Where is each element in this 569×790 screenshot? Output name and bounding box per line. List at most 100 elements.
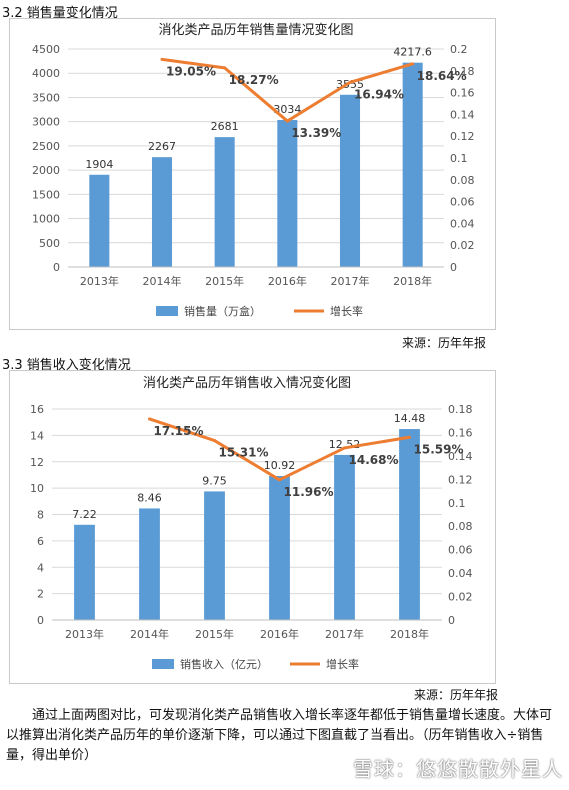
bar <box>151 157 173 267</box>
growth-rate-label: 19.05% <box>166 64 216 78</box>
section2-heading: 3.3 销售收入变化情况 <box>2 358 131 373</box>
y-right-tick-label: 0.18 <box>448 403 473 416</box>
y-left-tick-label: 2000 <box>32 164 60 177</box>
growth-rate-point <box>160 57 164 61</box>
chart2-source: 来源：历年年报 <box>414 688 499 702</box>
y-left-tick-label: 6 <box>37 535 44 548</box>
bar <box>74 524 95 620</box>
sales-volume-chart-svg: 消化类产品历年销售量情况变化图 0 500 1000 1500 2000 2500 3000 3… <box>32 22 475 318</box>
x-tick-label: 2018年 <box>393 274 432 288</box>
bar <box>139 508 160 620</box>
y-left-tick-label: 8 <box>37 509 44 522</box>
x-tick-label: 2015年 <box>205 274 244 288</box>
growth-rate-label: 18.27% <box>229 73 279 87</box>
bar-data-label: 9.75 <box>202 474 227 487</box>
y-right-tick-label: 0.04 <box>448 567 473 580</box>
y-left-tick-label: 14 <box>30 429 44 442</box>
growth-rate-label: 16.94% <box>354 87 404 101</box>
x-tick-label: 2013年 <box>65 627 104 641</box>
y-left-tick-label: 0 <box>37 614 44 627</box>
y-right-tick-label: 0 <box>448 614 455 627</box>
growth-rate-label: 18.64% <box>417 69 467 83</box>
legend-bar-label: 销售收入（亿元） <box>180 657 268 671</box>
growth-rate-label: 13.39% <box>291 126 341 140</box>
y-right-tick-label: 0.16 <box>448 426 473 439</box>
bar-data-label: 2681 <box>211 120 239 133</box>
legend-line-label: 增长率 <box>330 304 363 318</box>
growth-rate-label: 17.15% <box>154 424 204 438</box>
y-left-tick-label: 3000 <box>32 116 60 129</box>
y-left-tick-label: 2 <box>37 588 44 601</box>
chart-title: 消化类产品历年销售收入情况变化图 <box>143 375 351 391</box>
y-right-tick-label: 0.08 <box>448 520 473 533</box>
x-tick-label: 2018年 <box>390 627 429 641</box>
growth-rate-point <box>408 435 411 439</box>
chart1-source: 来源：历年年报 <box>402 336 487 350</box>
y-left-tick-label: 2500 <box>32 140 60 153</box>
x-tick-label: 2014年 <box>143 274 182 288</box>
y-right-tick-label: 0.16 <box>450 87 475 100</box>
x-tick-label: 2016年 <box>260 627 299 641</box>
bar <box>339 94 361 267</box>
y-right-tick-label: 0.1 <box>448 497 466 510</box>
chart-title: 消化类产品历年销售量情况变化图 <box>158 22 353 38</box>
legend-bar-swatch <box>156 306 178 316</box>
sales-volume-chart: 消化类产品历年销售量情况变化图 0 500 1000 1500 2000 2500 3000 3… <box>9 18 496 330</box>
y-right-tick-label: 0 <box>450 261 457 274</box>
bar <box>269 475 290 620</box>
y-left-tick-label: 4500 <box>32 43 60 56</box>
growth-rate-point <box>278 478 281 482</box>
bar-data-label: 2267 <box>148 140 176 153</box>
growth-rate-point <box>348 80 352 84</box>
sales-revenue-chart: 消化类产品历年销售收入情况变化图 0 2 4 6 8 10 12 14 16 0 0.02 0.04 0.… <box>9 370 496 684</box>
section1-heading: 3.2 销售量变化情况 <box>2 6 118 21</box>
y-left-tick-label: 1000 <box>32 213 60 226</box>
legend-bar-swatch <box>152 659 174 669</box>
growth-rate-label: 15.31% <box>219 446 269 460</box>
growth-rate-label: 15.59% <box>414 442 464 456</box>
y-right-tick-label: 0.06 <box>450 196 475 209</box>
x-tick-label: 2015年 <box>195 627 234 641</box>
growth-rate-point <box>213 439 216 443</box>
bar-data-label: 8.46 <box>137 491 162 504</box>
bar-data-label: 10.92 <box>264 459 296 472</box>
y-right-tick-label: 0.08 <box>450 174 475 187</box>
bar-data-label: 14.48 <box>394 412 426 425</box>
growth-rate-point <box>411 62 415 66</box>
growth-rate-point <box>223 66 227 70</box>
y-right-tick-label: 0.04 <box>450 217 475 230</box>
bar <box>214 137 235 267</box>
bar <box>89 174 110 267</box>
y-left-tick-label: 12 <box>30 456 44 469</box>
y-right-tick-label: 0.14 <box>448 450 473 463</box>
y-left-tick-label: 500 <box>39 237 60 250</box>
y-left-tick-label: 16 <box>30 403 44 416</box>
bar-data-label: 4217.6 <box>393 46 432 59</box>
y-right-tick-label: 0.12 <box>448 473 473 486</box>
bar <box>334 454 355 620</box>
growth-rate-label: 14.68% <box>349 453 399 467</box>
x-tick-label: 2017年 <box>331 274 370 288</box>
watermark: 雪球：悠悠散散外星人 <box>353 757 563 781</box>
bar <box>402 62 423 267</box>
bar <box>399 429 420 620</box>
x-tick-label: 2013年 <box>80 274 119 288</box>
y-right-tick-label: 0.06 <box>448 544 473 557</box>
y-right-tick-label: 0.12 <box>450 130 475 143</box>
y-right-tick-label: 0.2 <box>450 43 468 56</box>
bar-data-label: 1904 <box>85 158 113 171</box>
growth-rate-point <box>343 446 346 450</box>
growth-rate-point <box>148 417 151 421</box>
y-left-tick-label: 4 <box>37 561 44 574</box>
y-right-tick-label: 0.1 <box>450 152 468 165</box>
bar-data-label: 3034 <box>273 103 301 116</box>
growth-rate-point <box>285 119 289 123</box>
x-tick-label: 2017年 <box>325 627 364 641</box>
y-left-tick-label: 1500 <box>32 188 60 201</box>
x-tick-label: 2016年 <box>268 274 307 288</box>
bar <box>277 120 298 267</box>
legend-bar-label: 销售量（万盒） <box>184 304 261 318</box>
growth-rate-label: 11.96% <box>284 485 334 499</box>
y-left-tick-label: 4000 <box>32 67 60 80</box>
y-right-tick-label: 0.02 <box>450 239 475 252</box>
